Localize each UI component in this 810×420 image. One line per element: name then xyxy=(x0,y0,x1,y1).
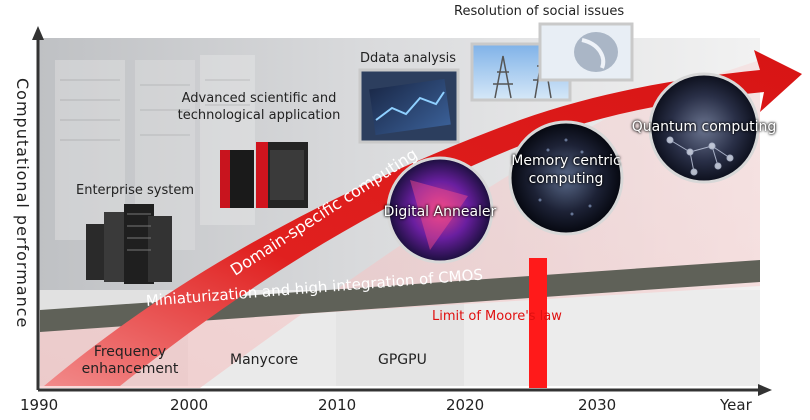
data-analysis-image xyxy=(358,68,460,144)
x-tick-2030: 2030 xyxy=(578,396,617,414)
era-frequency-enhancement: Frequency enhancement xyxy=(81,344,179,377)
moore-limit-bar xyxy=(529,258,547,388)
quantum-computing-label: Quantum computing xyxy=(631,119,777,135)
x-tick-2000: 2000 xyxy=(170,396,209,414)
social-issues-images xyxy=(470,22,634,102)
label-enterprise-system: Enterprise system xyxy=(76,183,195,198)
supercomputer-image xyxy=(220,142,308,208)
x-tick-1990: 1990 xyxy=(20,396,59,414)
y-axis-arrowhead xyxy=(32,26,44,40)
digital-annealer-label: Digital Annealer xyxy=(383,204,497,220)
label-moore-limit: Limit of Moore's law xyxy=(432,309,562,324)
cmos-band xyxy=(40,260,760,332)
label-social-issues: Resolution of social issues xyxy=(454,4,625,19)
y-axis-label: Computational performance xyxy=(13,78,32,329)
label-data-analysis: Ddata analysis xyxy=(360,51,457,66)
memory-centric-label: Memory centric computing xyxy=(511,153,621,187)
memory-centric-circle xyxy=(508,120,624,236)
era-gpgpu: GPGPU xyxy=(378,352,427,368)
enterprise-servers-image xyxy=(86,204,172,284)
x-tick-2020: 2020 xyxy=(446,396,485,414)
digital-annealer-circle xyxy=(386,156,494,264)
x-tick-2010: 2010 xyxy=(318,396,357,414)
era-manycore: Manycore xyxy=(230,352,299,368)
x-axis-label: Year xyxy=(720,396,752,414)
label-scientific-application: Advanced scientific and technological ap… xyxy=(177,91,341,123)
server-room-backdrop xyxy=(55,55,255,250)
era-column-2020s xyxy=(464,290,760,386)
x-axis-arrowhead xyxy=(758,384,772,396)
